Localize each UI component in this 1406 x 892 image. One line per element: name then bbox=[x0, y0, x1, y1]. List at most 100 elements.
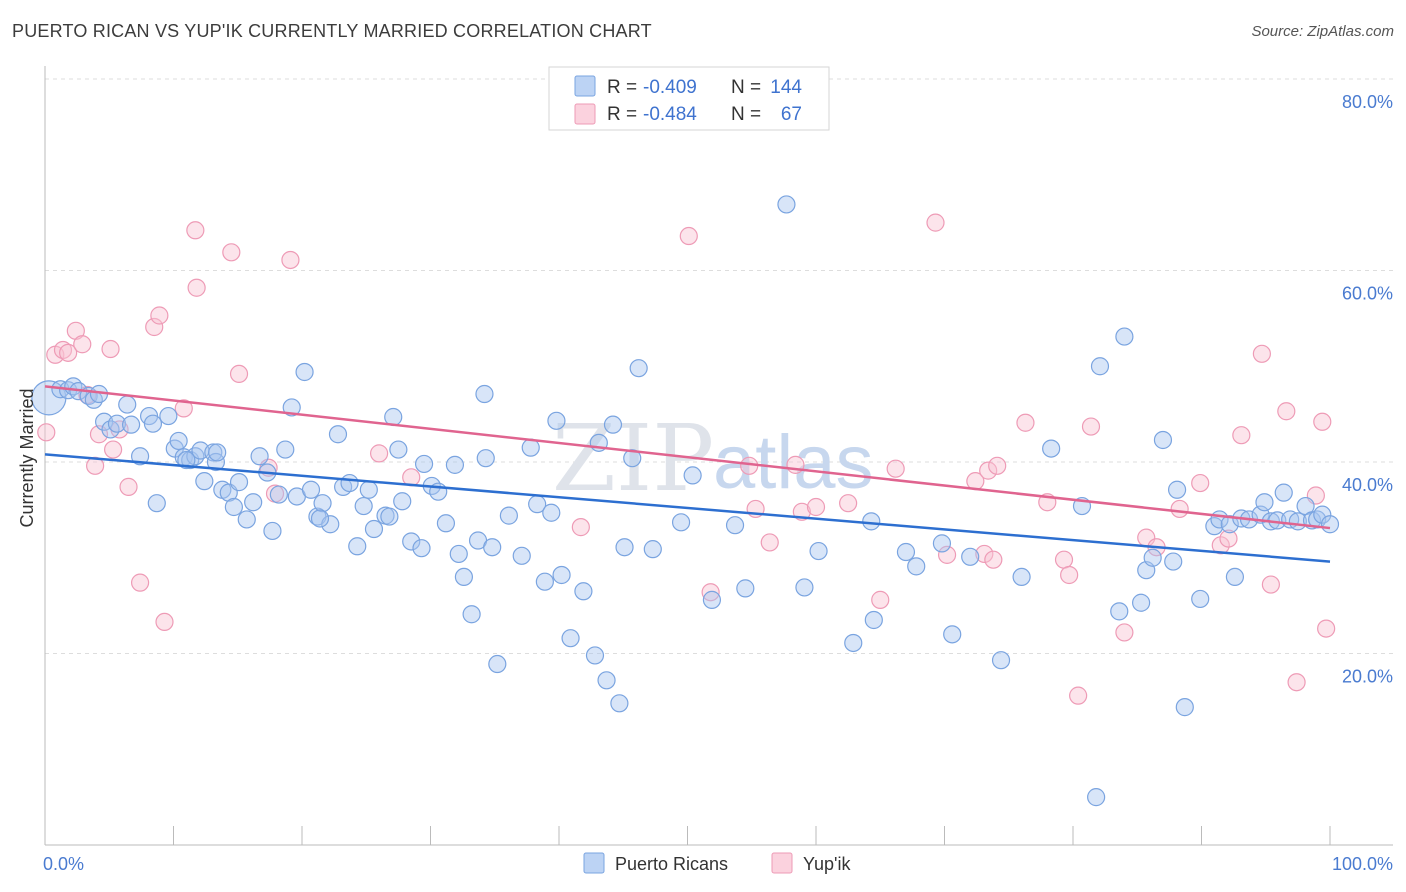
puerto-rican-point bbox=[702, 590, 722, 609]
yupik-point bbox=[839, 494, 858, 513]
yupik-point bbox=[1219, 529, 1238, 548]
yupik-point bbox=[975, 544, 994, 564]
grid-lines bbox=[45, 78, 1393, 654]
puerto-rican-point bbox=[864, 610, 883, 630]
puerto-rican-point bbox=[454, 567, 474, 587]
puerto-rican-point bbox=[1132, 593, 1151, 612]
puerto-rican-point bbox=[159, 406, 178, 426]
yupik-point bbox=[937, 545, 957, 564]
puerto-rican-point bbox=[147, 494, 166, 513]
yupik-point bbox=[1170, 499, 1189, 519]
yupik-point bbox=[186, 221, 205, 240]
legend-r-label-2: R = bbox=[607, 104, 637, 125]
yupik-point bbox=[679, 226, 698, 246]
legend-item-puerto-ricans: Puerto Ricans bbox=[615, 854, 728, 874]
puerto-rican-point bbox=[1042, 439, 1061, 458]
puerto-rican-point bbox=[809, 541, 828, 561]
legend-r-value-2: -0.484 bbox=[643, 104, 697, 125]
y-tick-label: 80.0% bbox=[1342, 92, 1393, 112]
puerto-rican-point bbox=[623, 449, 642, 468]
puerto-rican-point bbox=[244, 493, 263, 512]
legend-r-value-1: -0.409 bbox=[643, 77, 697, 98]
x-tick-labels: 0.0% 100.0% bbox=[43, 854, 1393, 874]
puerto-rican-point bbox=[414, 454, 434, 474]
legend-swatch-blue bbox=[574, 75, 596, 97]
yupik-point bbox=[1287, 673, 1306, 692]
yupik-point bbox=[806, 497, 826, 517]
yupik-point bbox=[187, 278, 206, 297]
yupik-trend-line bbox=[44, 385, 1331, 530]
yupik-point bbox=[1277, 402, 1296, 421]
puerto-rican-point bbox=[328, 425, 348, 444]
chart-title: PUERTO RICAN VS YUP'IK CURRENTLY MARRIED… bbox=[12, 21, 652, 41]
puerto-rican-point bbox=[250, 447, 269, 466]
legend-item-yupik: Yup'ik bbox=[803, 854, 851, 874]
puerto-rican-point bbox=[535, 572, 554, 591]
yupik-point bbox=[1313, 412, 1332, 431]
source-label: Source: ZipAtlas.com bbox=[1251, 23, 1394, 40]
puerto-rican-point bbox=[1143, 548, 1162, 567]
y-tick-label: 40.0% bbox=[1342, 475, 1393, 495]
puerto-rican-point bbox=[380, 507, 399, 526]
yupik-point bbox=[871, 590, 890, 609]
puerto-rican-point bbox=[777, 195, 796, 214]
puerto-rican-point bbox=[313, 494, 332, 513]
puerto-rican-point bbox=[615, 538, 634, 557]
puerto-rican-point bbox=[629, 359, 648, 378]
puerto-rican-point bbox=[393, 492, 412, 511]
yupik-point bbox=[174, 399, 193, 418]
puerto-rican-point bbox=[499, 506, 518, 525]
puerto-rican-point bbox=[736, 579, 755, 598]
yupik-point bbox=[760, 533, 779, 552]
puerto-rican-point bbox=[943, 625, 962, 644]
puerto-rican-point bbox=[1255, 493, 1274, 512]
puerto-rican-point bbox=[542, 503, 561, 522]
puerto-rican-point bbox=[671, 513, 691, 532]
puerto-rican-point bbox=[476, 449, 495, 468]
yupik-point bbox=[1054, 550, 1074, 569]
puerto-rican-point bbox=[206, 452, 226, 472]
puerto-rican-point bbox=[643, 540, 662, 559]
puerto-rican-point bbox=[991, 651, 1011, 670]
puerto-rican-points bbox=[31, 195, 1340, 807]
puerto-rican-point bbox=[907, 557, 926, 576]
yupik-point bbox=[37, 423, 56, 442]
yupik-point bbox=[1081, 417, 1101, 436]
puerto-rican-point bbox=[237, 510, 256, 529]
yupik-point bbox=[73, 335, 92, 354]
yupik-point bbox=[1232, 426, 1251, 445]
puerto-rican-point bbox=[862, 512, 881, 531]
legend-item-yupik-swatch bbox=[771, 852, 793, 874]
puerto-rican-point bbox=[130, 447, 150, 466]
puerto-rican-point bbox=[1220, 515, 1239, 534]
puerto-rican-point bbox=[118, 395, 137, 414]
yupik-point bbox=[229, 364, 249, 384]
puerto-rican-point bbox=[610, 694, 629, 713]
yupik-point bbox=[701, 583, 720, 602]
puerto-rican-point bbox=[725, 516, 745, 535]
yupik-point bbox=[988, 456, 1007, 475]
puerto-rican-point bbox=[1274, 483, 1293, 502]
puerto-rican-point bbox=[512, 546, 531, 565]
watermark-zip: ZIP bbox=[552, 405, 714, 512]
puerto-rican-point bbox=[1110, 602, 1129, 621]
puerto-rican-point bbox=[359, 480, 378, 499]
puerto-rican-point bbox=[475, 384, 494, 404]
legend-n-label-1: N = bbox=[731, 77, 761, 98]
legend-n-value-1: 144 bbox=[770, 77, 802, 98]
puerto-rican-point bbox=[321, 515, 340, 534]
puerto-rican-point bbox=[483, 538, 502, 557]
yupik-point bbox=[130, 573, 150, 592]
puerto-rican-point bbox=[585, 646, 605, 665]
yupik-point bbox=[1115, 623, 1134, 642]
yupik-point bbox=[145, 317, 164, 337]
puerto-rican-point bbox=[143, 414, 163, 433]
yupik-point bbox=[59, 343, 78, 362]
legend-swatch-pink bbox=[574, 103, 596, 125]
puerto-rican-point bbox=[364, 519, 384, 539]
x-tick-label: 100.0% bbox=[1332, 854, 1393, 874]
y-axis-title: Currently Married bbox=[17, 388, 37, 527]
puerto-rican-point bbox=[310, 509, 330, 528]
puerto-rican-point bbox=[121, 415, 141, 434]
